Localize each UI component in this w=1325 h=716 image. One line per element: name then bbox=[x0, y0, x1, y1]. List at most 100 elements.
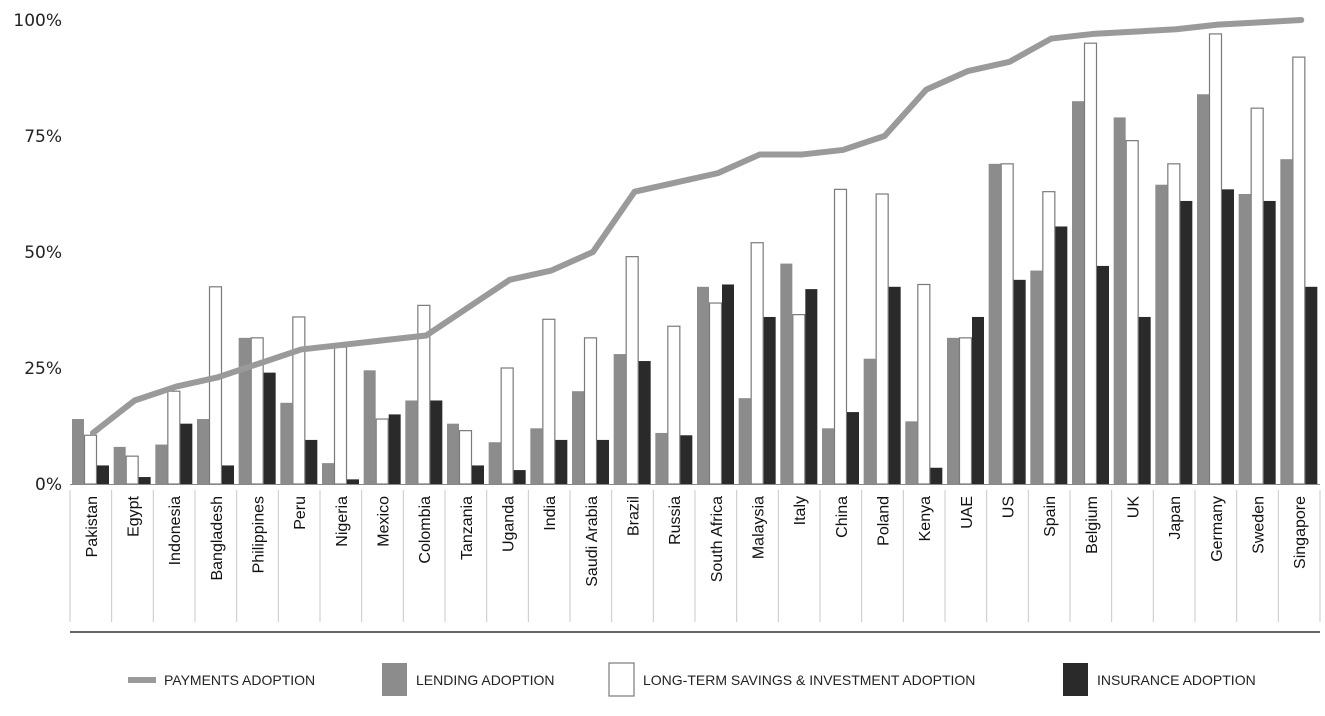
legend-label-insurance-adoption: INSURANCE ADOPTION bbox=[1097, 672, 1256, 688]
bar-insurance-adoption-colombia bbox=[430, 400, 443, 484]
bar-lending-adoption-poland bbox=[863, 358, 876, 484]
x-tick-label: Nigeria bbox=[334, 496, 351, 547]
x-tick-label: Belgium bbox=[1084, 496, 1101, 554]
x-tick-label: Russia bbox=[667, 496, 684, 545]
bar-long-term-savings-investment-adoption-italy bbox=[792, 314, 806, 485]
bar-lending-adoption-uae bbox=[947, 337, 959, 484]
bar-long-term-savings-investment-adoption-bangladesh bbox=[208, 286, 223, 485]
bar-lending-adoption-colombia bbox=[405, 400, 418, 484]
bar-lending-adoption-india bbox=[530, 428, 543, 484]
bar-long-term-savings-investment-adoption-china bbox=[833, 188, 848, 485]
x-tick-label: Saudi Arabia bbox=[584, 496, 601, 587]
legend-swatch-insurance-adoption bbox=[1063, 663, 1088, 696]
x-tick-label: Germany bbox=[1209, 496, 1226, 562]
bar-long-term-savings-investment-adoption-poland bbox=[875, 193, 889, 485]
x-tick-label: Italy bbox=[792, 496, 809, 525]
bar-long-term-savings-investment-adoption-nigeria bbox=[333, 346, 348, 485]
bar-lending-adoption-uk bbox=[1113, 117, 1126, 484]
bar-insurance-adoption-uganda bbox=[513, 470, 526, 484]
bar-long-term-savings-investment-adoption-us bbox=[1000, 163, 1014, 485]
bar-insurance-adoption-belgium bbox=[1097, 265, 1109, 484]
bar-lending-adoption-nigeria bbox=[322, 463, 334, 484]
bar-insurance-adoption-malaysia bbox=[763, 316, 776, 484]
legend-label-lending-adoption: LENDING ADOPTION bbox=[416, 672, 554, 688]
x-tick-label: Tanzania bbox=[459, 496, 476, 560]
bar-insurance-adoption-south-africa bbox=[722, 284, 734, 484]
bar-insurance-adoption-bangladesh bbox=[222, 465, 234, 484]
x-tick-label: Bangladesh bbox=[209, 496, 226, 581]
bar-insurance-adoption-poland bbox=[888, 286, 901, 484]
bar-long-term-savings-investment-adoption-malaysia bbox=[750, 242, 764, 485]
bar-long-term-savings-investment-adoption-uae bbox=[958, 337, 973, 485]
bar-lending-adoption-brazil bbox=[613, 354, 626, 484]
x-tick-label: Indonesia bbox=[167, 496, 184, 565]
x-tick-label: Philippines bbox=[251, 496, 268, 573]
bar-long-term-savings-investment-adoption-saudi-arabia bbox=[583, 337, 598, 485]
bar-insurance-adoption-peru bbox=[305, 439, 318, 484]
bars-layer bbox=[72, 33, 1318, 485]
bar-lending-adoption-spain bbox=[1030, 270, 1043, 484]
bar-insurance-adoption-tanzania bbox=[472, 465, 484, 484]
bar-insurance-adoption-saudi-arabia bbox=[597, 439, 609, 484]
bar-long-term-savings-investment-adoption-mexico bbox=[375, 418, 389, 485]
bar-lending-adoption-bangladesh bbox=[197, 419, 209, 484]
bar-lending-adoption-saudi-arabia bbox=[572, 391, 584, 484]
bar-lending-adoption-russia bbox=[655, 432, 668, 484]
bar-long-term-savings-investment-adoption-tanzania bbox=[458, 430, 473, 485]
bar-insurance-adoption-italy bbox=[805, 289, 818, 484]
bar-lending-adoption-japan bbox=[1155, 184, 1168, 484]
bar-insurance-adoption-singapore bbox=[1305, 286, 1318, 484]
x-tick-label: Pakistan bbox=[84, 496, 101, 557]
bar-insurance-adoption-china bbox=[847, 412, 859, 484]
y-tick-label: 25% bbox=[24, 359, 62, 379]
bar-insurance-adoption-uae bbox=[972, 316, 984, 484]
bar-long-term-savings-investment-adoption-singapore bbox=[1292, 56, 1306, 485]
x-tick-label: China bbox=[834, 496, 851, 538]
bar-long-term-savings-investment-adoption-india bbox=[542, 318, 556, 485]
x-tick-label: Uganda bbox=[501, 496, 518, 552]
x-tick-label: UAE bbox=[959, 496, 976, 529]
bar-insurance-adoption-sweden bbox=[1263, 200, 1276, 484]
y-tick-label: 100% bbox=[13, 11, 62, 31]
legend-label-long-term-savings-investment-adoption: LONG-TERM SAVINGS & INVESTMENT ADOPTION bbox=[643, 672, 975, 688]
payments-adoption-line bbox=[89, 17, 1305, 436]
legend-label-payments-adoption: PAYMENTS ADOPTION bbox=[164, 672, 315, 688]
x-tick-label: Mexico bbox=[376, 496, 393, 547]
bar-lending-adoption-malaysia bbox=[738, 398, 751, 484]
bar-long-term-savings-investment-adoption-belgium bbox=[1083, 42, 1098, 485]
x-tick-label: Kenya bbox=[917, 496, 934, 541]
x-tick-label: Malaysia bbox=[751, 496, 768, 559]
x-tick-label: UK bbox=[1126, 496, 1143, 519]
y-tick-label: 50% bbox=[24, 243, 62, 263]
bar-insurance-adoption-indonesia bbox=[180, 423, 193, 484]
bar-insurance-adoption-philippines bbox=[263, 372, 276, 484]
x-tick-label: Sweden bbox=[1251, 496, 1268, 554]
x-tick-label: US bbox=[1001, 496, 1018, 518]
bar-insurance-adoption-russia bbox=[680, 435, 693, 484]
bar-long-term-savings-investment-adoption-egypt bbox=[125, 455, 139, 485]
bar-long-term-savings-investment-adoption-sweden bbox=[1250, 107, 1264, 485]
bar-insurance-adoption-japan bbox=[1180, 200, 1193, 484]
x-tick-label: Peru bbox=[292, 496, 309, 530]
bar-lending-adoption-egypt bbox=[113, 446, 126, 484]
bar-long-term-savings-investment-adoption-kenya bbox=[917, 283, 931, 485]
x-tick-label: Spain bbox=[1042, 496, 1059, 537]
y-tick-label: 75% bbox=[24, 127, 62, 147]
x-tick-label: Egypt bbox=[126, 495, 143, 536]
bar-lending-adoption-uganda bbox=[488, 442, 501, 484]
bar-lending-adoption-peru bbox=[280, 402, 293, 484]
x-tick-label: Japan bbox=[1167, 496, 1184, 540]
bar-lending-adoption-belgium bbox=[1072, 101, 1084, 484]
x-axis: Pakistan Egypt Indonesia Bangladesh Philippi… bbox=[69, 484, 1321, 633]
bar-long-term-savings-investment-adoption-south-africa bbox=[708, 302, 723, 485]
bar-long-term-savings-investment-adoption-uk bbox=[1125, 140, 1139, 485]
bar-lending-adoption-singapore bbox=[1280, 159, 1293, 484]
bar-lending-adoption-pakistan bbox=[72, 419, 84, 484]
bar-lending-adoption-us bbox=[988, 163, 1001, 484]
bar-lending-adoption-sweden bbox=[1238, 194, 1251, 484]
bar-long-term-savings-investment-adoption-uganda bbox=[500, 367, 514, 485]
bar-long-term-savings-investment-adoption-germany bbox=[1208, 33, 1223, 485]
bar-insurance-adoption-pakistan bbox=[97, 465, 109, 484]
bar-lending-adoption-kenya bbox=[905, 421, 918, 484]
